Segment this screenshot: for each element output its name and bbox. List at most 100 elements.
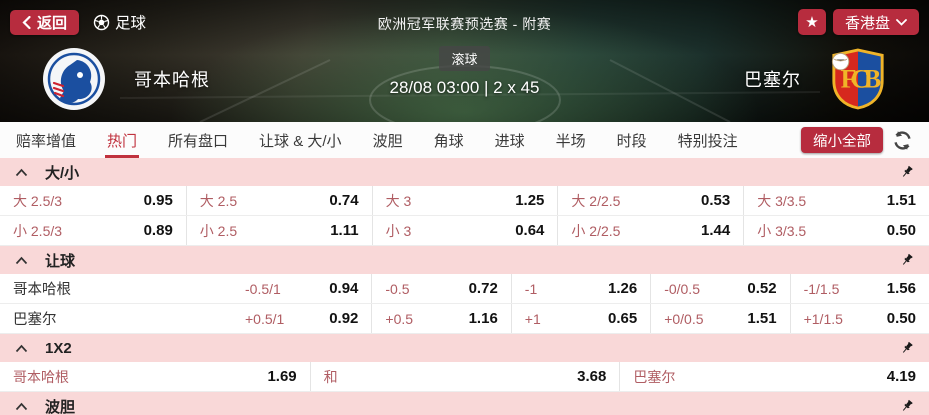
odds-cell[interactable]: 大 2/2.5 0.53 [557, 186, 743, 215]
odds-cell[interactable]: -1 1.26 [510, 274, 650, 303]
odds-cell[interactable]: 大 3 1.25 [371, 186, 558, 215]
odds-value: 1.44 [700, 222, 731, 239]
odds-value: 1.69 [267, 368, 297, 385]
chevron-up-icon [15, 168, 28, 176]
odds-label: +0.5 [385, 310, 414, 327]
star-icon: ★ [805, 14, 819, 31]
odds-cell[interactable]: -0.5 0.72 [371, 274, 510, 303]
tab-hot[interactable]: 热门 [105, 122, 140, 158]
section-header-correct-score[interactable]: 波胆 [0, 392, 929, 415]
pin-button[interactable] [900, 165, 914, 179]
odds-label: -1/1.5 [803, 280, 840, 297]
team-label-cell: 巴塞尔 [0, 304, 232, 333]
odds-cell[interactable]: 小 3 0.64 [371, 216, 558, 245]
odds-value: 1.16 [468, 310, 498, 327]
section-header-over-under[interactable]: 大/小 [0, 158, 929, 186]
section-title: 波胆 [45, 398, 76, 415]
odds-label: 大 3/3.5 [757, 192, 807, 209]
section-header-1x2[interactable]: 1X2 [0, 334, 929, 362]
tab-goals[interactable]: 进球 [494, 132, 525, 150]
topbar-actions: ★ 香港盘 [797, 9, 919, 35]
odds-row: 哥本哈根 1.69 和 3.68 巴塞尔 4.19 [0, 362, 929, 392]
odds-value: 0.52 [747, 280, 777, 297]
pin-button[interactable] [900, 399, 914, 413]
collapse-all-button[interactable]: 缩小全部 [801, 127, 883, 153]
odds-value: 1.11 [330, 222, 359, 239]
odds-value: 0.64 [515, 222, 545, 239]
sport-selector[interactable]: 足球 [93, 11, 146, 33]
chevron-up-icon [15, 256, 28, 264]
chevron-left-icon [22, 15, 31, 29]
tab-odds-boost[interactable]: 赔率增值 [16, 132, 77, 150]
section-header-handicap[interactable]: 让球 [0, 246, 929, 274]
odds-label: 小 2.5 [199, 222, 238, 239]
odds-row: 巴塞尔 +0.5/1 0.92 +0.5 1.16 +1 0.65 +0/0.5 1.5… [0, 304, 929, 334]
odds-label: +0.5/1 [245, 310, 285, 327]
odds-cell[interactable]: +0.5/1 0.92 [232, 304, 371, 333]
odds-cell[interactable]: 和 3.68 [309, 362, 620, 391]
odds-cell[interactable]: -0/0.5 0.52 [650, 274, 789, 303]
back-label: 返回 [37, 14, 68, 32]
refresh-icon [894, 130, 911, 150]
away-team-logo: FCB [831, 48, 887, 110]
pin-button[interactable] [900, 341, 914, 355]
odds-value: 0.50 [886, 310, 916, 327]
odds-label: -0/0.5 [664, 280, 700, 297]
market-type-label: 香港盘 [844, 14, 890, 32]
refresh-button[interactable] [892, 130, 913, 151]
odds-value: 0.50 [886, 222, 916, 239]
odds-label: 大 2.5 [199, 192, 238, 209]
tab-handicap-ou[interactable]: 让球 & 大/小 [259, 132, 342, 150]
odds-label: -1 [524, 280, 538, 297]
section-title: 1X2 [45, 339, 72, 357]
odds-value: 4.19 [886, 368, 916, 385]
away-team: 巴塞尔 FCB [744, 47, 887, 111]
odds-cell[interactable]: +0.5 1.16 [371, 304, 510, 333]
odds-cell[interactable]: 小 2/2.5 1.44 [557, 216, 743, 245]
kickoff-time: 28/08 03:00 | 2 x 45 [389, 78, 540, 97]
odds-cell[interactable]: 巴塞尔 4.19 [619, 362, 929, 391]
sport-label: 足球 [115, 15, 147, 32]
pin-button[interactable] [900, 253, 914, 267]
odds-value: 3.68 [577, 368, 607, 385]
tab-all-markets[interactable]: 所有盘口 [168, 132, 229, 150]
odds-cell[interactable]: -0.5/1 0.94 [232, 274, 371, 303]
odds-value: 0.94 [329, 280, 359, 297]
away-team-name: 巴塞尔 [744, 70, 801, 90]
pin-icon [902, 165, 913, 177]
odds-label: 大 2/2.5 [571, 192, 621, 209]
odds-value: 0.53 [700, 192, 731, 209]
tab-corners[interactable]: 角球 [433, 132, 464, 150]
odds-cell[interactable]: 大 2.5/3 0.95 [0, 186, 186, 215]
match-hero: 返回 足球 欧洲冠军联赛预选赛 - 附赛 ★ 香港盘 [0, 0, 929, 122]
top-bar: 返回 足球 欧洲冠军联赛预选赛 - 附赛 ★ 香港盘 [0, 0, 929, 44]
odds-cell[interactable]: -1/1.5 1.56 [789, 274, 929, 303]
section-title: 让球 [45, 252, 76, 270]
live-badge: 滚球 [439, 46, 490, 71]
chevron-down-icon [896, 18, 907, 26]
odds-value: 0.74 [329, 192, 359, 209]
svg-text:FCB: FCB [841, 65, 881, 94]
odds-cell[interactable]: +0/0.5 1.51 [650, 304, 789, 333]
odds-row: 哥本哈根 -0.5/1 0.94 -0.5 0.72 -1 1.26 -0/0.5 0.… [0, 274, 929, 304]
odds-cell[interactable]: 小 3/3.5 0.50 [743, 216, 929, 245]
tab-period[interactable]: 时段 [616, 132, 647, 150]
odds-cell[interactable]: 哥本哈根 1.69 [0, 362, 310, 391]
tab-half[interactable]: 半场 [555, 132, 586, 150]
odds-cell[interactable]: +1/1.5 0.50 [789, 304, 929, 333]
odds-cell[interactable]: 小 2.5/3 0.89 [0, 216, 186, 245]
pin-icon [902, 341, 913, 353]
odds-cell[interactable]: 小 2.5 1.11 [185, 216, 372, 245]
favorite-button[interactable]: ★ [797, 9, 826, 35]
market-type-button[interactable]: 香港盘 [832, 9, 919, 35]
odds-cell[interactable]: +1 0.65 [510, 304, 650, 333]
odds-value: 0.92 [329, 310, 359, 327]
tab-correct-score[interactable]: 波胆 [372, 132, 403, 150]
odds-cell[interactable]: 大 2.5 0.74 [185, 186, 372, 215]
market-tab-bar: 赔率增值 热门 所有盘口 让球 & 大/小 波胆 角球 进球 半场 时段 特别投… [0, 122, 929, 158]
odds-value: 0.72 [468, 280, 498, 297]
tab-specials[interactable]: 特别投注 [677, 132, 738, 150]
odds-value: 0.65 [607, 310, 638, 327]
odds-cell[interactable]: 大 3/3.5 1.51 [743, 186, 929, 215]
back-button[interactable]: 返回 [10, 9, 80, 35]
